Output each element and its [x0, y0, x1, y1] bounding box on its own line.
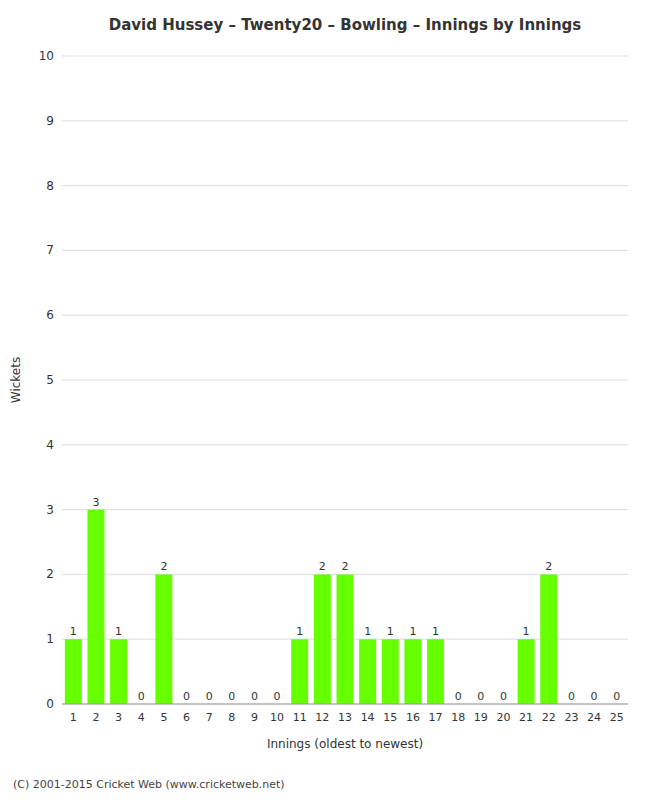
grid-line — [62, 380, 628, 381]
x-tick-label: 21 — [519, 711, 533, 724]
data-label: 0 — [500, 690, 507, 703]
data-label: 2 — [545, 560, 552, 573]
y-axis-label: Wickets — [9, 357, 23, 403]
y-tick-label: 4 — [46, 438, 54, 452]
bars — [65, 510, 557, 704]
bar — [314, 574, 331, 704]
grid-line — [62, 250, 628, 251]
x-tick-label: 5 — [160, 711, 167, 724]
bar — [359, 639, 376, 704]
bar — [291, 639, 308, 704]
bar — [382, 639, 399, 704]
x-tick-label: 7 — [206, 711, 213, 724]
x-tick-label: 19 — [474, 711, 488, 724]
y-tick-label: 8 — [46, 179, 54, 193]
data-label: 0 — [274, 690, 281, 703]
data-labels: 1 3 1 0 2 0 0 0 0 0 1 2 2 1 1 1 1 0 0 0 1 2 0 0 0 — [70, 496, 620, 703]
x-tick-label: 14 — [361, 711, 375, 724]
chart: 0123456789101310200000122111100012000123… — [0, 0, 650, 800]
x-tick-label: 24 — [587, 711, 601, 724]
y-tick-label: 1 — [46, 632, 54, 646]
bar — [518, 639, 535, 704]
data-label: 1 — [364, 625, 371, 638]
data-label: 0 — [228, 690, 235, 703]
data-label: 0 — [183, 690, 190, 703]
data-label: 1 — [115, 625, 122, 638]
bar — [337, 574, 354, 704]
grid-line — [62, 444, 628, 445]
bar — [427, 639, 444, 704]
y-tick-label: 9 — [46, 114, 54, 128]
x-tick-label: 12 — [315, 711, 329, 724]
x-tick-label: 18 — [451, 711, 465, 724]
grid-line — [62, 315, 628, 316]
grid — [62, 56, 628, 704]
data-label: 1 — [523, 625, 530, 638]
x-axis-line — [62, 704, 628, 705]
x-tick-label: 11 — [293, 711, 307, 724]
bar — [404, 639, 421, 704]
data-label: 0 — [613, 690, 620, 703]
x-tick-label: 4 — [138, 711, 145, 724]
footer: (C) 2001-2015 Cricket Web (www.cricketwe… — [13, 778, 285, 791]
x-tick-label: 23 — [564, 711, 578, 724]
grid-line — [62, 704, 628, 705]
x-tick-label: 15 — [383, 711, 397, 724]
x-tick-label: 1 — [70, 711, 77, 724]
x-tick-label: 3 — [115, 711, 122, 724]
data-label: 2 — [342, 560, 349, 573]
data-label: 2 — [319, 560, 326, 573]
data-label: 1 — [296, 625, 303, 638]
grid-line — [62, 120, 628, 121]
y-tick-label: 0 — [46, 697, 54, 711]
data-label: 0 — [568, 690, 575, 703]
data-label: 1 — [70, 625, 77, 638]
grid-line — [62, 56, 628, 57]
bar — [87, 510, 104, 704]
x-axis-label: Innings (oldest to newest) — [267, 737, 423, 751]
x-tick-label: 17 — [429, 711, 443, 724]
y-tick-label: 10 — [39, 49, 54, 63]
data-label: 0 — [251, 690, 258, 703]
data-label: 0 — [591, 690, 598, 703]
x-tick-label: 10 — [270, 711, 284, 724]
x-tick-label: 16 — [406, 711, 420, 724]
x-tick-label: 2 — [92, 711, 99, 724]
bar — [155, 574, 172, 704]
data-label: 0 — [206, 690, 213, 703]
data-label: 1 — [409, 625, 416, 638]
data-label: 1 — [432, 625, 439, 638]
x-tick-label: 6 — [183, 711, 190, 724]
grid-line — [62, 185, 628, 186]
data-label: 0 — [138, 690, 145, 703]
data-label: 0 — [455, 690, 462, 703]
chart-container: 0123456789101310200000122111100012000123… — [0, 0, 650, 800]
y-tick-label: 6 — [46, 308, 54, 322]
y-tick-label: 2 — [46, 567, 54, 581]
x-tick-label: 22 — [542, 711, 556, 724]
x-tick-label: 25 — [610, 711, 624, 724]
y-tick-label: 7 — [46, 243, 54, 257]
bar — [110, 639, 127, 704]
bar — [65, 639, 82, 704]
x-tick-label: 20 — [496, 711, 510, 724]
data-label: 1 — [387, 625, 394, 638]
y-tick-label: 5 — [46, 373, 54, 387]
x-tick-label: 13 — [338, 711, 352, 724]
data-label: 3 — [92, 496, 99, 509]
grid-line — [62, 509, 628, 510]
background — [0, 0, 650, 800]
x-tick-label: 8 — [228, 711, 235, 724]
data-label: 2 — [160, 560, 167, 573]
y-axis: 0 1 2 3 4 5 6 7 8 9 10 — [39, 49, 54, 711]
title: David Hussey – Twenty20 – Bowling – Inni… — [109, 16, 582, 34]
data-label: 0 — [477, 690, 484, 703]
x-tick-label: 9 — [251, 711, 258, 724]
x-axis: 1234567891011121314151617181920212223242… — [62, 704, 628, 724]
bar — [540, 574, 557, 704]
y-tick-label: 3 — [46, 503, 54, 517]
